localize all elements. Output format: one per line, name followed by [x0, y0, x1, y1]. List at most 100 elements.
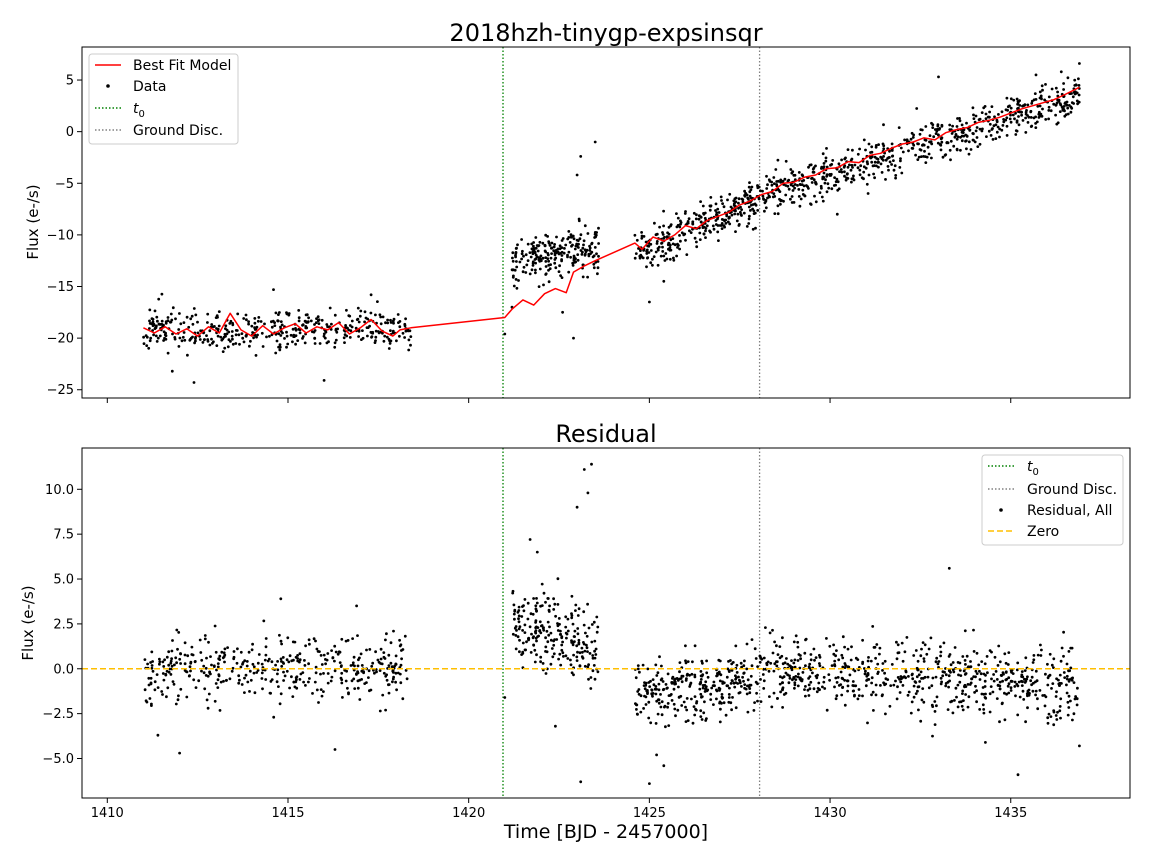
residual-data-point: [759, 700, 763, 703]
residual-data-point: [916, 685, 920, 689]
main-data-point: [597, 242, 600, 245]
main-data-point: [1044, 83, 1047, 86]
main-data-point: [1061, 108, 1065, 112]
main-data-point: [668, 246, 672, 250]
residual-data-point: [666, 702, 670, 705]
residual-data-point: [804, 694, 807, 698]
main-data-point: [286, 342, 290, 346]
residual-data-point: [590, 623, 594, 626]
residual-data-point: [178, 657, 182, 661]
main-data-point: [766, 196, 769, 200]
main-data-point: [793, 183, 797, 186]
main-data-point: [830, 187, 834, 191]
residual-data-point: [188, 674, 191, 678]
main-data-point: [534, 246, 538, 250]
residual-data-point: [1021, 689, 1025, 693]
residual-data-point: [794, 675, 798, 678]
residual-data-point: [144, 699, 148, 703]
residual-chart-title: Residual: [555, 420, 656, 448]
residual-data-point: [646, 667, 650, 671]
residual-data-point: [841, 656, 845, 660]
residual-data-point: [876, 672, 880, 675]
main-data-point: [1021, 119, 1025, 122]
residual-data-point: [570, 594, 574, 598]
residual-data-point: [772, 669, 776, 673]
main-data-point: [772, 192, 776, 196]
residual-data-point: [218, 654, 222, 658]
residual-data-point: [811, 671, 814, 675]
residual-data-point: [1034, 693, 1037, 697]
residual-data-point: [793, 681, 797, 685]
residual-data-point: [569, 658, 572, 662]
main-data-point: [241, 336, 245, 340]
residual-data-point: [776, 653, 780, 656]
residual-data-point: [389, 661, 393, 665]
residual-data-point: [565, 632, 569, 636]
residual-data-point: [150, 704, 153, 707]
residual-data-point: [294, 676, 298, 680]
residual-data-point: [651, 692, 655, 695]
residual-data-point: [541, 662, 545, 665]
residual-data-point: [980, 660, 984, 663]
main-data-point: [305, 326, 309, 330]
residual-data-point: [204, 674, 208, 677]
residual-data-point: [907, 675, 910, 678]
residual-data-point: [205, 656, 208, 660]
residual-data-point: [706, 675, 710, 679]
main-data-point: [322, 332, 326, 336]
main-data-point: [231, 342, 235, 346]
main-data-point: [373, 341, 377, 344]
main-data-point: [1015, 120, 1019, 124]
residual-data-point: [958, 669, 962, 672]
main-data-point: [196, 331, 200, 335]
main-data-point: [751, 227, 755, 231]
residual-data-point: [961, 655, 965, 658]
main-data-point: [843, 174, 846, 178]
residual-data-point: [919, 670, 923, 674]
residual-data-point: [944, 673, 948, 677]
residual-data-point: [1048, 652, 1052, 656]
main-data-point: [978, 142, 982, 146]
main-y-tick-label: 0: [66, 125, 74, 140]
residual-data-point: [886, 678, 890, 681]
main-data-point: [280, 323, 284, 327]
residual-data-point: [1052, 723, 1056, 727]
residual-data-point: [252, 665, 256, 669]
residual-data-point: [850, 645, 853, 649]
residual-data-point: [961, 708, 965, 712]
main-data-point: [1077, 84, 1081, 87]
main-data-point: [965, 121, 968, 125]
residual-data-point: [978, 708, 982, 711]
residual-data-point: [654, 722, 658, 725]
main-data-point: [254, 327, 258, 331]
residual-data-point: [573, 640, 576, 643]
residual-data-point: [521, 629, 524, 632]
main-data-point: [708, 208, 712, 212]
main-data-point: [781, 179, 785, 183]
residual-data-point: [517, 620, 521, 624]
residual-data-point: [772, 691, 776, 695]
residual-data-point: [248, 669, 252, 673]
main-data-point: [515, 246, 518, 250]
residual-data-point: [786, 673, 789, 677]
residual-data-point: [922, 660, 926, 663]
residual-data-point: [666, 686, 669, 690]
residual-data-point: [699, 670, 703, 673]
residual-data-point: [869, 659, 873, 663]
residual-data-point: [566, 629, 570, 633]
residual-data-point: [948, 653, 952, 656]
main-data-point: [538, 267, 542, 271]
residual-data-point: [189, 661, 193, 665]
main-data-point: [1033, 92, 1037, 95]
residual-data-point: [959, 700, 963, 704]
residual-data-point: [595, 630, 599, 634]
main-data-point: [309, 319, 313, 323]
residual-data-point: [856, 697, 860, 701]
main-data-point: [1073, 78, 1077, 82]
residual-data-point: [703, 700, 706, 704]
residual-data-point: [243, 676, 246, 680]
residual-data-point: [881, 662, 885, 665]
residual-data-point: [231, 666, 235, 670]
main-data-point: [274, 311, 278, 315]
main-data-point: [723, 225, 726, 229]
